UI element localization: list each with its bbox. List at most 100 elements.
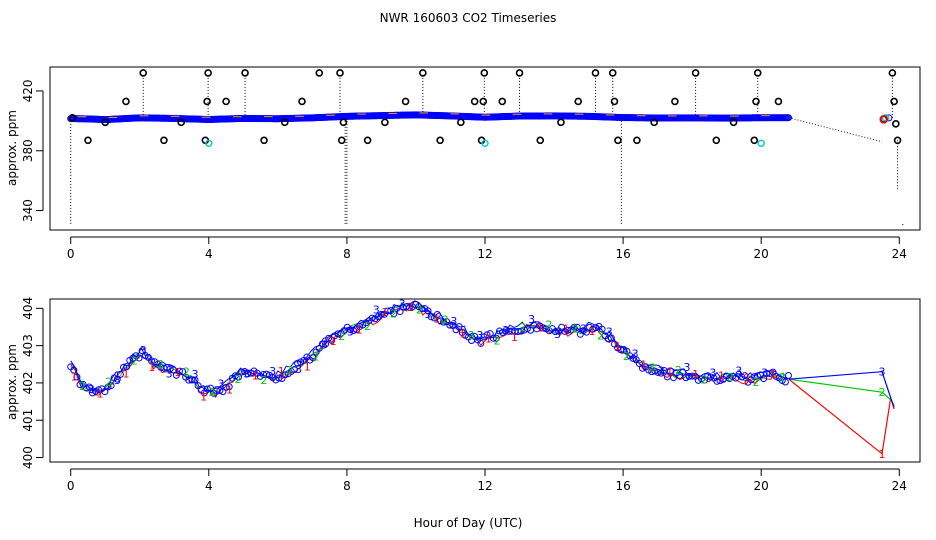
bottom-series-marker: 2 bbox=[571, 323, 578, 336]
bottom-data-point bbox=[607, 334, 615, 342]
bottom-data-point bbox=[539, 324, 547, 332]
bottom-series-marker: 3 bbox=[683, 361, 690, 374]
bottom-data-point bbox=[318, 340, 326, 348]
bottom-series-marker: 1 bbox=[381, 306, 388, 319]
top-calib-point bbox=[339, 118, 348, 127]
bottom-series-marker: 2 bbox=[105, 376, 112, 389]
bottom-data-point bbox=[191, 376, 199, 384]
bottom-series-marker: 2 bbox=[753, 376, 760, 389]
bottom-data-point bbox=[418, 305, 426, 313]
bottom-data-point bbox=[95, 386, 103, 394]
bottom-series-marker: 3 bbox=[166, 367, 173, 380]
bottom-series-marker: 1 bbox=[97, 388, 104, 401]
bottom-series-marker: 3 bbox=[554, 328, 561, 341]
top-calib-point bbox=[774, 97, 783, 106]
bottom-series-marker: 1 bbox=[459, 328, 466, 341]
x-axis-label: Hour of Day (UTC) bbox=[414, 516, 523, 530]
bottom-data-point bbox=[101, 388, 109, 396]
top-alt-point bbox=[481, 139, 489, 147]
top-calib-point bbox=[177, 118, 185, 127]
top-calib-point bbox=[893, 136, 902, 145]
bottom-series-marker: 2 bbox=[649, 362, 656, 375]
bottom-series-marker: 1 bbox=[226, 384, 233, 397]
bottom-data-point bbox=[349, 327, 357, 335]
top-calib-point bbox=[892, 120, 900, 128]
bottom-x-tick-label: 12 bbox=[477, 479, 492, 493]
bottom-series-marker: 3 bbox=[632, 347, 639, 360]
bottom-data-point bbox=[207, 384, 215, 392]
bottom-series-marker: 2 bbox=[390, 308, 397, 321]
bottom-data-point bbox=[328, 336, 336, 344]
bottom-data-point bbox=[107, 382, 115, 390]
bottom-data-point bbox=[598, 325, 606, 333]
bottom-series-marker: 1 bbox=[511, 331, 518, 344]
bottom-data-point bbox=[704, 372, 712, 380]
top-alt-point bbox=[757, 139, 765, 147]
bottom-data-point bbox=[309, 354, 317, 362]
bottom-series-marker: 2 bbox=[442, 314, 449, 327]
bottom-series-marker: 1 bbox=[744, 371, 751, 384]
top-x-tick-label: 20 bbox=[754, 247, 769, 261]
bottom-series-marker: 3 bbox=[347, 325, 354, 338]
top-y-tick-label: 420 bbox=[21, 79, 35, 102]
bottom-data-point bbox=[753, 372, 761, 380]
top-calib-point bbox=[315, 69, 324, 77]
bottom-data-point bbox=[322, 340, 329, 348]
bottom-data-point bbox=[368, 314, 376, 322]
top-calib-point bbox=[160, 136, 168, 145]
top-calib-point bbox=[608, 69, 617, 77]
bottom-data-point bbox=[760, 375, 768, 383]
bottom-series-marker: 3 bbox=[217, 378, 224, 391]
bottom-series-marker: 3 bbox=[243, 367, 250, 380]
bottom-data-point bbox=[738, 373, 746, 381]
bottom-series-marker: 3 bbox=[373, 304, 380, 317]
bottom-data-point bbox=[113, 375, 121, 383]
bottom-y-tick-label: 404 bbox=[21, 297, 35, 320]
bottom-data-point bbox=[455, 323, 463, 331]
top-marks bbox=[67, 69, 904, 228]
bottom-data-point bbox=[483, 331, 491, 339]
chart-title: NWR 160603 CO2 Timeseries bbox=[380, 11, 557, 25]
bottom-x-tick-label: 4 bbox=[205, 479, 213, 493]
bottom-data-point bbox=[238, 368, 246, 376]
bottom-series-marker: 2 bbox=[416, 304, 423, 317]
bottom-data-point bbox=[225, 383, 233, 391]
top-calib-point bbox=[203, 97, 211, 106]
bottom-data-point bbox=[390, 310, 398, 318]
bottom-data-point bbox=[290, 366, 298, 374]
bottom-series-marker: 3 bbox=[528, 313, 535, 326]
bottom-data-point bbox=[73, 373, 81, 381]
top-y-tick-label: 340 bbox=[21, 199, 35, 222]
bottom-data-point bbox=[377, 310, 385, 318]
top-calib-point bbox=[712, 136, 721, 145]
bottom-data-point bbox=[688, 372, 696, 380]
top-calib-point bbox=[68, 114, 77, 122]
top-calib-point bbox=[536, 136, 545, 145]
top-calib-point bbox=[419, 69, 427, 77]
bottom-data-point bbox=[446, 321, 454, 329]
bottom-x-tick-label: 0 bbox=[67, 479, 75, 493]
bottom-data-point bbox=[638, 364, 646, 372]
bottom-data-point bbox=[716, 377, 724, 385]
top-calib-point bbox=[298, 97, 306, 106]
bottom-series-marker: 1 bbox=[537, 321, 544, 334]
bottom-series-marker: 2 bbox=[183, 365, 190, 378]
top-calib-point bbox=[436, 136, 444, 145]
bottom-series-marker: 2 bbox=[879, 386, 886, 399]
bottom-data-point bbox=[294, 359, 302, 367]
bottom-data-point bbox=[334, 330, 342, 338]
top-x-tick-label: 4 bbox=[205, 247, 213, 261]
bottom-series-marker: 1 bbox=[718, 370, 725, 383]
top-alt-point bbox=[205, 139, 213, 147]
top-calib-point bbox=[241, 69, 249, 77]
bottom-series-marker: 3 bbox=[192, 368, 199, 381]
bottom-data-point bbox=[175, 367, 183, 375]
top-axes: 0 4 8 12 16 20 24 340 380 420 bbox=[21, 79, 907, 261]
bottom-series-marker: 3 bbox=[88, 383, 95, 396]
bottom-data-point bbox=[188, 376, 196, 384]
bottom-data-point bbox=[275, 374, 283, 382]
top-plot-frame bbox=[49, 66, 921, 231]
top-calib-point bbox=[614, 136, 622, 145]
